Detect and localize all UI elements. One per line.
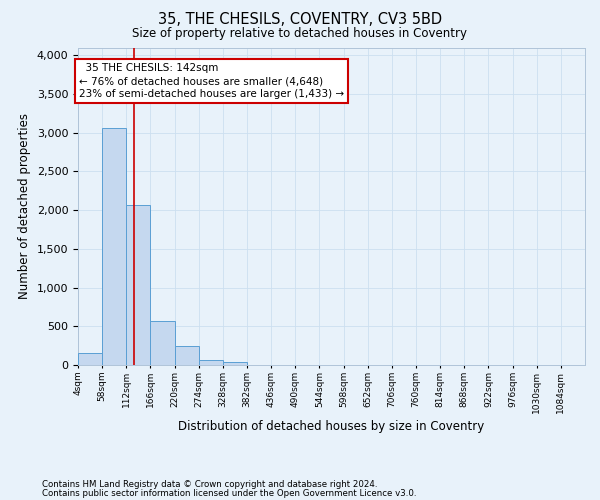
Y-axis label: Number of detached properties: Number of detached properties <box>18 114 31 299</box>
Text: Contains public sector information licensed under the Open Government Licence v3: Contains public sector information licen… <box>42 490 416 498</box>
Text: 35, THE CHESILS, COVENTRY, CV3 5BD: 35, THE CHESILS, COVENTRY, CV3 5BD <box>158 12 442 28</box>
Text: Contains HM Land Registry data © Crown copyright and database right 2024.: Contains HM Land Registry data © Crown c… <box>42 480 377 489</box>
Bar <box>102 128 126 365</box>
Text: Size of property relative to detached houses in Coventry: Size of property relative to detached ho… <box>133 28 467 40</box>
Bar <box>223 362 247 365</box>
Bar <box>78 354 102 365</box>
Bar <box>126 206 151 365</box>
Text: 35 THE CHESILS: 142sqm
← 76% of detached houses are smaller (4,648)
23% of semi-: 35 THE CHESILS: 142sqm ← 76% of detached… <box>79 63 344 100</box>
Bar <box>151 321 175 365</box>
X-axis label: Distribution of detached houses by size in Coventry: Distribution of detached houses by size … <box>178 420 485 432</box>
Bar <box>175 346 199 365</box>
Bar <box>199 360 223 365</box>
